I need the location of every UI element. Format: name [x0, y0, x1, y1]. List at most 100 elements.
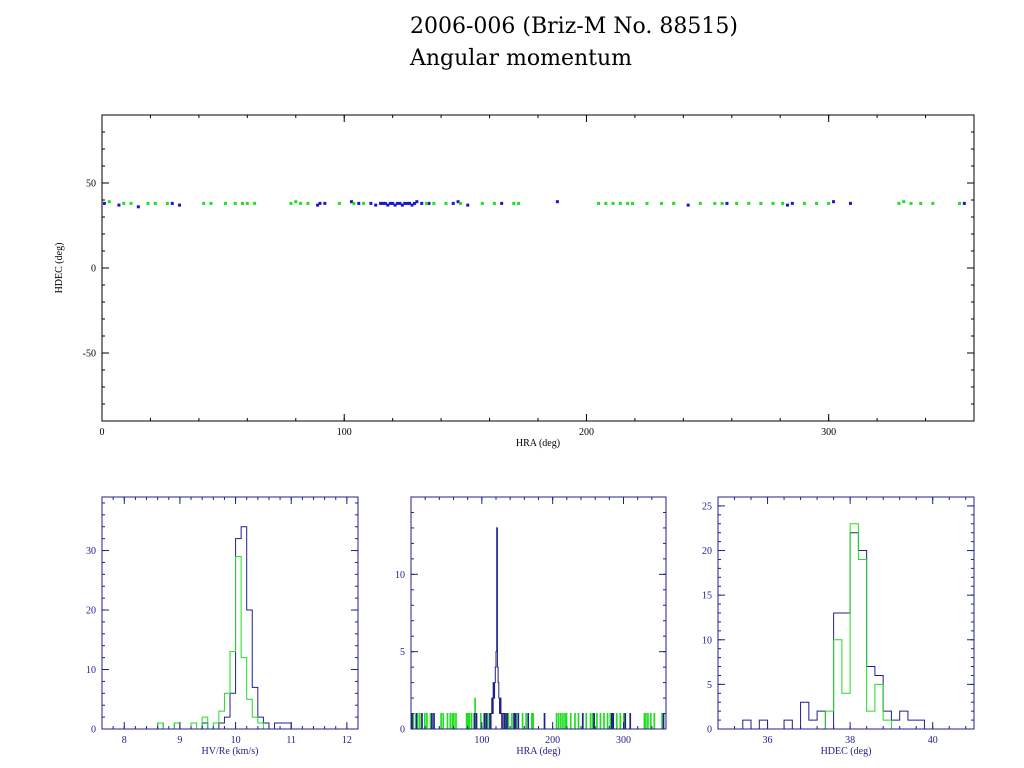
scatter-point [405, 201, 409, 205]
scatter-point [444, 201, 448, 205]
x-tick-label: 9 [177, 735, 182, 746]
scatter-point [393, 203, 397, 207]
scatter-point [349, 200, 353, 204]
y-tick-label: 20 [86, 606, 96, 617]
scatter-point [827, 201, 831, 205]
chart-3 [410, 496, 667, 730]
scatter-point [626, 201, 630, 205]
scatter-point [458, 201, 462, 205]
plot-frame [101, 114, 975, 422]
x-tick-label: 200 [579, 427, 594, 438]
scatter-point [802, 201, 806, 205]
scatter-point [611, 201, 615, 205]
y-tick-label: 15 [702, 591, 712, 602]
scatter-point [129, 201, 133, 205]
scatter-point [386, 203, 390, 207]
scatter-point [785, 203, 789, 207]
scatter-point [202, 201, 206, 205]
scatter-point [122, 201, 126, 205]
scatter-point [909, 201, 913, 205]
histogram-series-2 [411, 527, 665, 729]
histogram-series-2 [157, 555, 264, 729]
scatter-point [466, 203, 470, 207]
chart-1 [101, 114, 975, 422]
scatter-point [306, 201, 310, 205]
y-tick-label: 5 [707, 680, 712, 691]
scatter-point [686, 203, 690, 207]
scatter-point [630, 201, 634, 205]
scatter-point [759, 201, 763, 205]
scatter-point [379, 201, 383, 205]
scatter-point [427, 201, 431, 205]
x-tick-label: 300 [821, 427, 836, 438]
scatter-point [660, 201, 664, 205]
scatter-point [713, 201, 717, 205]
scatter-point [425, 201, 429, 205]
scatter-point [725, 201, 729, 205]
scatter-point [698, 201, 702, 205]
scatter-point [299, 201, 303, 205]
scatter-point [400, 203, 404, 207]
scatter-point [153, 201, 157, 205]
scatter-point [432, 201, 436, 205]
scatter-point [410, 203, 414, 207]
scatter-point [224, 201, 228, 205]
scatter-point [136, 205, 140, 209]
y-tick-label: 5 [400, 647, 405, 658]
scatter-point [848, 201, 852, 205]
scatter-point [492, 201, 496, 205]
scatter-point [391, 201, 395, 205]
scatter-point [240, 201, 244, 205]
x-tick-label: 36 [763, 735, 773, 746]
scatter-point [337, 201, 341, 205]
x-axis-label: HDEC (deg) [821, 746, 872, 757]
figure-subtitle: Angular momentum [410, 46, 632, 71]
scatter-point [289, 201, 293, 205]
scatter-point [178, 203, 182, 207]
figure-title: 2006-006 (Briz-M No. 88515) [410, 14, 738, 39]
x-tick-label: 100 [474, 735, 489, 746]
y-tick-label: 10 [86, 665, 96, 676]
scatter-point [117, 203, 121, 207]
x-tick-label: 200 [545, 735, 560, 746]
x-tick-label: 100 [337, 427, 352, 438]
scatter-point [383, 201, 387, 205]
scatter-point [294, 200, 298, 204]
x-tick-label: 0 [100, 427, 105, 438]
scatter-point [253, 201, 257, 205]
scatter-point [369, 201, 373, 205]
scatter-point [396, 201, 400, 205]
y-tick-label: 0 [400, 725, 405, 736]
plot-frame [101, 496, 359, 730]
y-tick-label: 10 [395, 570, 405, 581]
scatter-point [146, 201, 150, 205]
scatter-point [747, 201, 751, 205]
scatter-point [102, 201, 106, 205]
scatter-point [316, 203, 320, 207]
x-tick-label: 12 [342, 735, 352, 746]
y-tick-label: 0 [91, 264, 96, 275]
scatter-point [480, 201, 484, 205]
x-tick-label: 8 [122, 735, 127, 746]
y-tick-label: 20 [702, 546, 712, 557]
scatter-point [902, 200, 906, 204]
chart-4 [717, 496, 975, 730]
scatter-point [517, 201, 521, 205]
y-tick-label: 30 [86, 546, 96, 557]
x-tick-label: 11 [286, 735, 296, 746]
y-tick-label: 10 [702, 635, 712, 646]
histogram-series-2 [824, 523, 892, 729]
x-axis-label: HRA (deg) [516, 746, 560, 757]
scatter-point [233, 201, 237, 205]
scatter-point [555, 200, 559, 204]
scatter-point [645, 201, 649, 205]
scatter-point [597, 201, 601, 205]
scatter-point [781, 201, 785, 205]
scatter-point [897, 201, 901, 205]
y-axis-label: HDEC (deg) [54, 243, 65, 294]
scatter-point [500, 201, 504, 205]
scatter-point [420, 201, 424, 205]
scatter-point [165, 201, 169, 205]
scatter-point [931, 201, 935, 205]
scatter-point [398, 201, 402, 205]
